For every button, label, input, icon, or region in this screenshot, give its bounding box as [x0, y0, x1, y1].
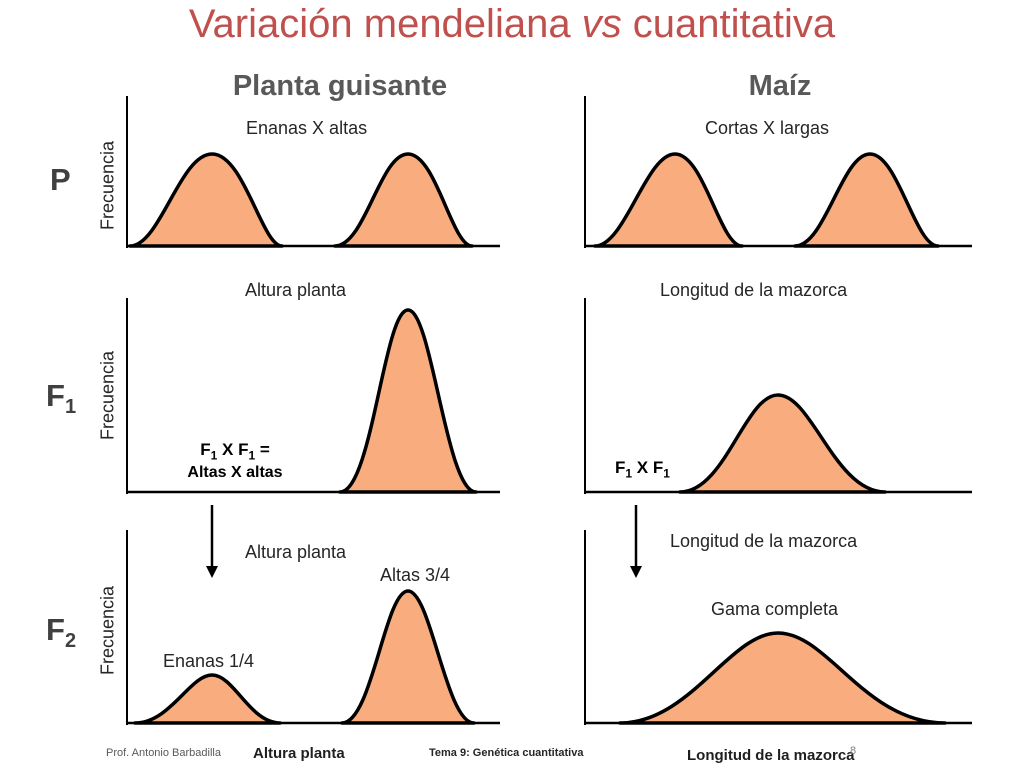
label-pea-bottom-axis: Altura planta [253, 745, 345, 762]
curve-left-f2-tall [340, 589, 476, 725]
curve-left-p-tall [333, 152, 474, 248]
label-pea-f2-axis: Altura planta [245, 542, 347, 562]
curve-right-f2 [618, 631, 947, 725]
label-maize-p-cross: Cortas X largas [705, 118, 830, 138]
footer-page-number: 8 [850, 745, 857, 757]
title-text-end: cuantitativa [621, 2, 836, 46]
label-maize-f2-range: Gama completa [711, 599, 839, 619]
curve-left-f2-dwarf [133, 673, 282, 725]
label-pea-p-cross: Enanas X altas [246, 118, 368, 138]
title-emphasis: vs [581, 2, 622, 46]
curve-right-p-short [593, 152, 744, 248]
footer-author: Prof. Antonio Barbadilla [106, 747, 221, 759]
curve-left-p-dwarf [128, 152, 284, 248]
generation-label-f2: F2 [46, 612, 77, 653]
arrow-right-f1-to-f2 [630, 505, 642, 578]
label-maize-f1-axis: Longitud de la mazorca [660, 280, 848, 300]
column-header-pea: Planta guisante [232, 70, 448, 102]
curve-left-f1 [338, 308, 478, 494]
generation-label-f1: F1 [46, 378, 77, 419]
label-maize-f1-selfcross: F1 X F1 [615, 458, 670, 481]
generation-label-p: P [50, 162, 71, 197]
curve-right-f1 [678, 393, 887, 494]
label-pea-f1-axis: Altura planta [245, 280, 347, 300]
arrow-left-f1-to-f2 [206, 505, 218, 578]
label-pea-f2-tall: Altas 3/4 [380, 565, 451, 585]
page-title: Variación mendeliana vs cuantitativa [0, 2, 1024, 47]
label-maize-f2-axis: Longitud de la mazorca [670, 531, 858, 551]
footer-topic: Tema 9: Genética cuantitativa [429, 747, 584, 759]
label-pea-f2-dwarf: Enanas 1/4 [163, 651, 255, 671]
label-pea-f1-cross-desc: Altas X altas [187, 464, 283, 482]
label-maize-bottom-axis: Longitud de la mazorca [687, 747, 855, 764]
curve-right-p-long [793, 152, 940, 248]
label-pea-f1-selfcross: F1 X F1 = Altas X altas [170, 440, 300, 482]
title-text: Variación mendeliana [188, 2, 582, 46]
column-header-maize: Maíz [748, 70, 812, 102]
